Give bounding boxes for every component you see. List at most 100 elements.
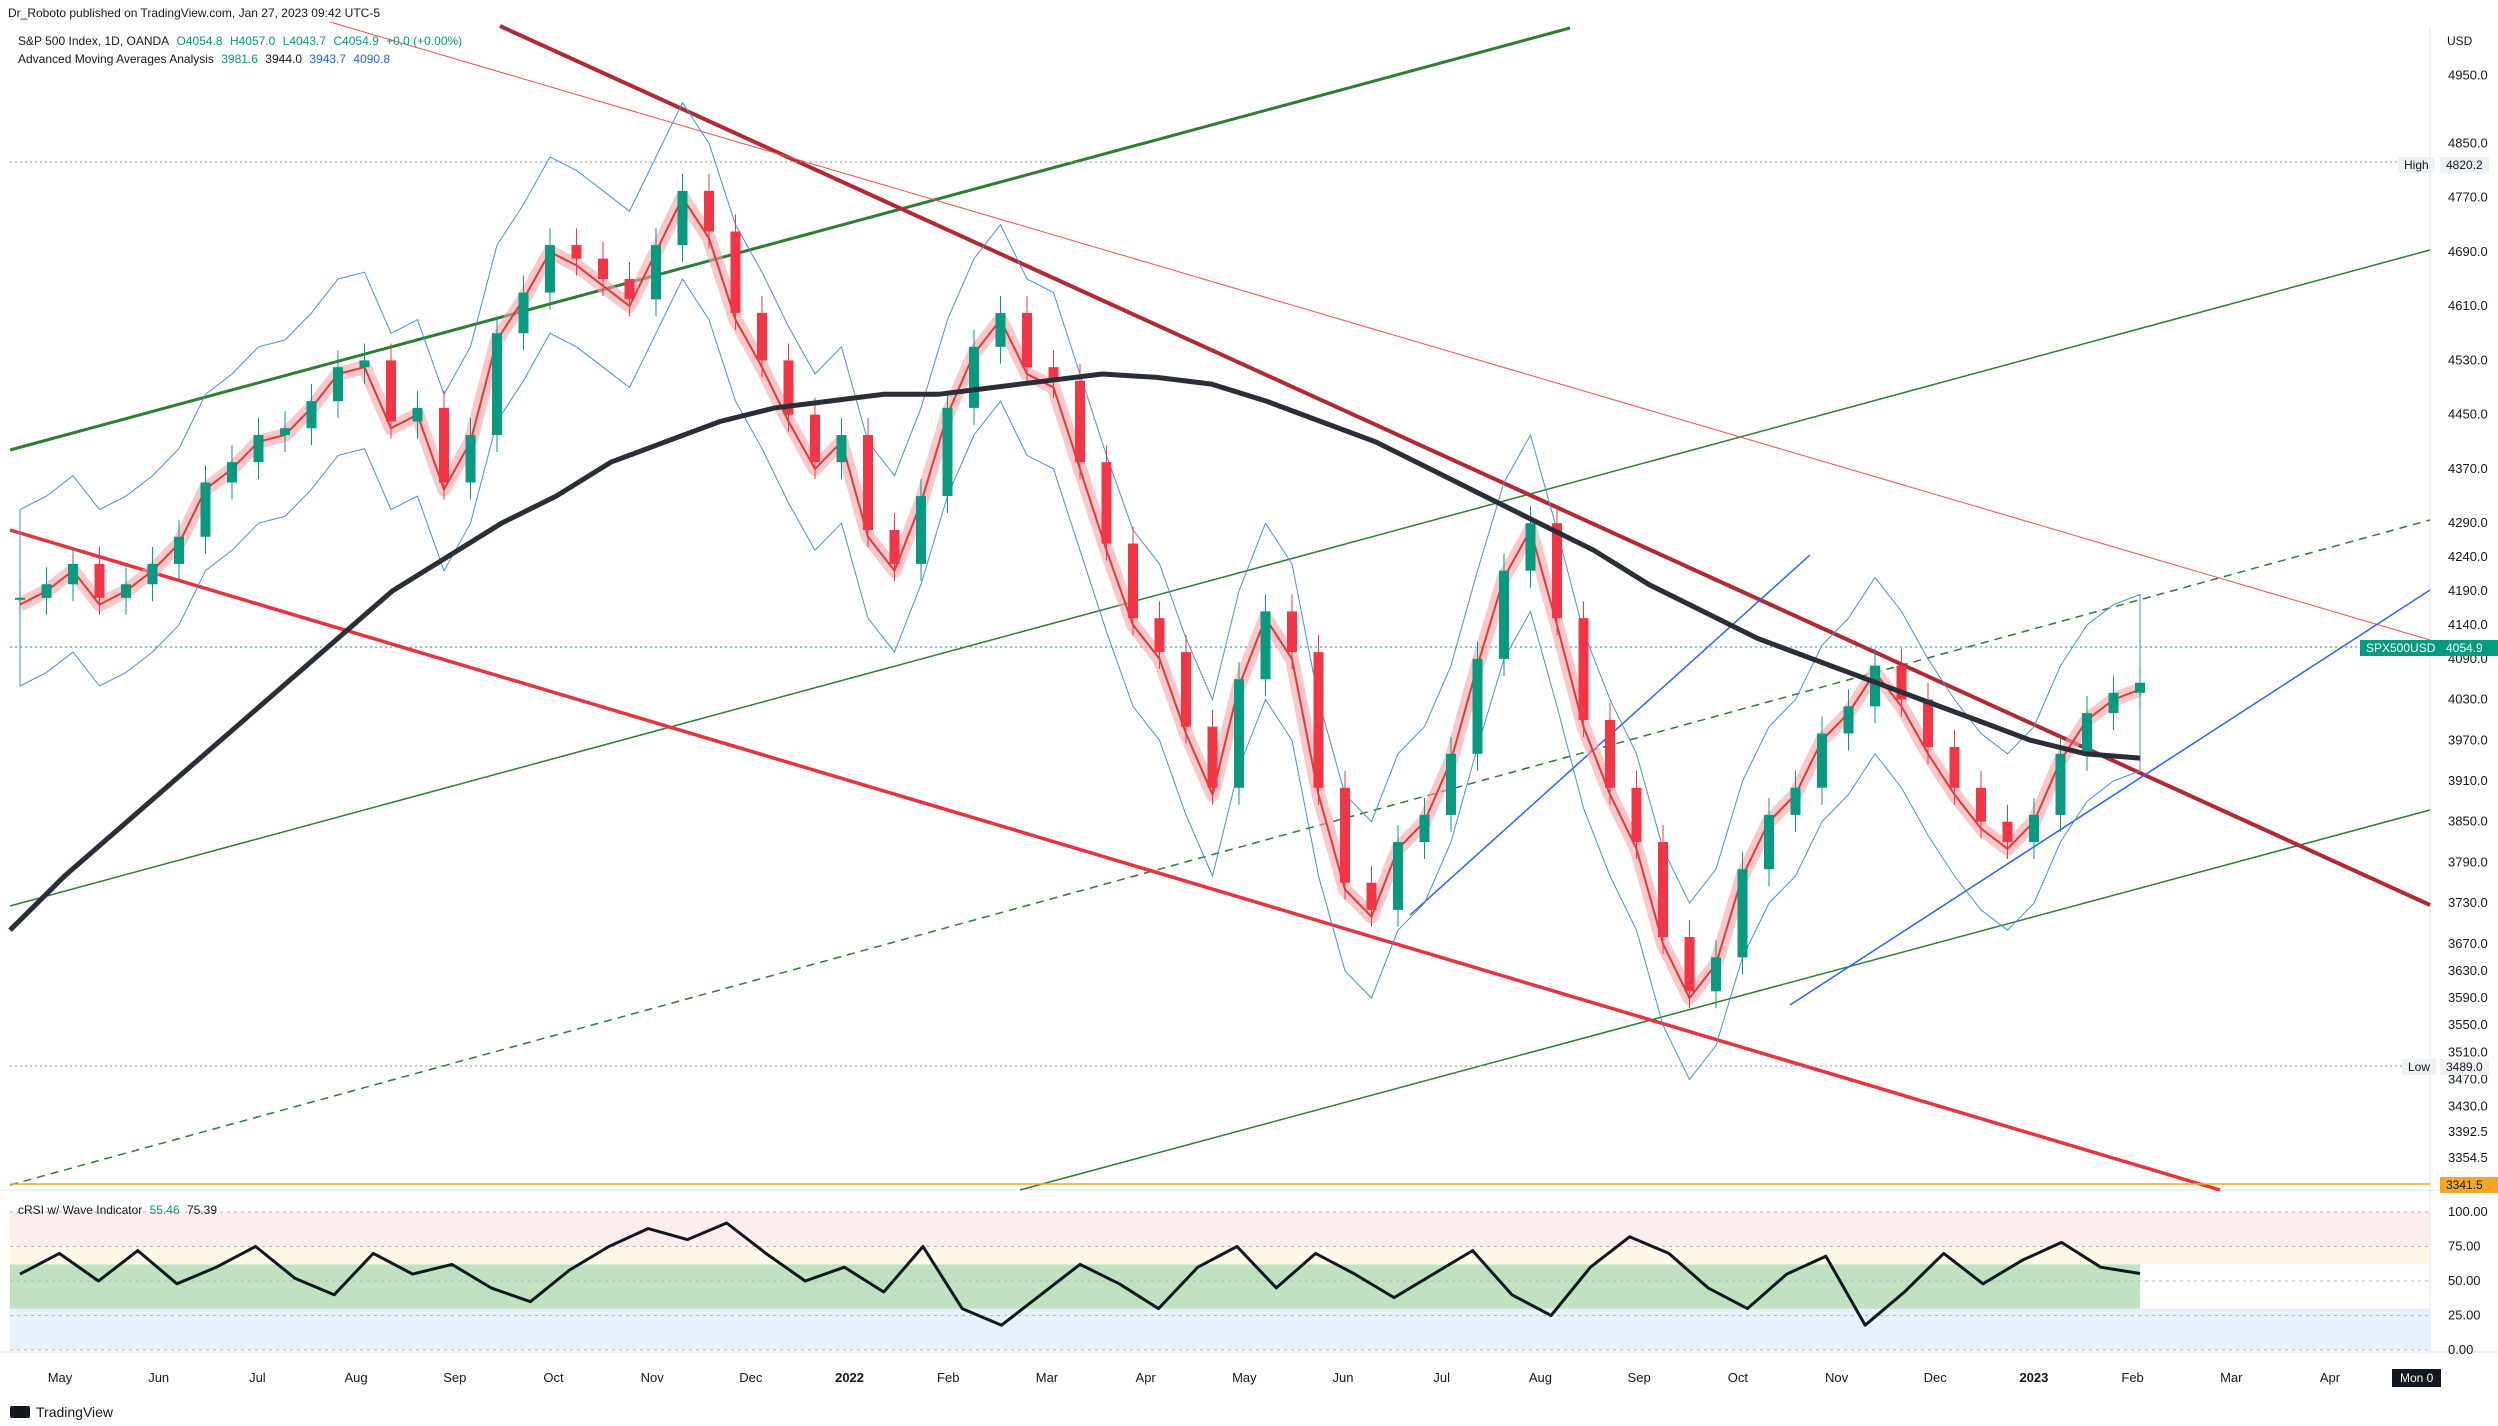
candle <box>518 275 529 351</box>
candle-body <box>1658 842 1668 938</box>
candle <box>2029 797 2039 859</box>
candle <box>121 567 131 615</box>
candle-body <box>412 407 423 422</box>
rsi-indicator-line[interactable]: cRSI w/ Wave Indicator 55.46 75.39 <box>18 1203 221 1217</box>
candle-body <box>1843 706 1854 734</box>
candle <box>942 390 953 514</box>
candle-body <box>942 407 953 497</box>
candle-body <box>2029 814 2039 843</box>
candle <box>1790 770 1801 832</box>
candle-body <box>2002 821 2013 843</box>
y-tick-label: 3354.5 <box>2448 1150 2488 1165</box>
y-tick-label: 3550.0 <box>2448 1017 2488 1032</box>
candle <box>1711 940 1721 1009</box>
candle-body <box>1631 787 1642 843</box>
candle-body <box>783 360 794 415</box>
y-tick-label: 4290.0 <box>2448 515 2488 530</box>
x-tick-label: Oct <box>1728 1370 1749 1385</box>
candle <box>1605 702 1615 805</box>
candle <box>995 295 1006 364</box>
candle <box>1684 920 1695 1009</box>
candle-body <box>1393 842 1403 910</box>
candle-body <box>1419 814 1430 843</box>
x-tick-label: Sep <box>443 1370 466 1385</box>
tradingview-footer[interactable]: TradingView <box>10 1404 113 1420</box>
candle <box>783 343 794 432</box>
rsi-indicator-name[interactable]: cRSI w/ Wave Indicator <box>18 1203 143 1217</box>
candle-body <box>1790 787 1801 815</box>
candle <box>200 465 211 554</box>
candle-body <box>439 407 449 483</box>
candle <box>1578 601 1589 737</box>
y-tick-label: 3790.0 <box>2448 854 2488 869</box>
candle-body <box>1287 611 1297 653</box>
upper-thin-red-line <box>329 21 2431 641</box>
y-tick-label: 4240.0 <box>2448 549 2488 564</box>
upper-green-trendline <box>9 26 1571 452</box>
candle-body <box>1578 618 1589 720</box>
candle-body <box>810 414 820 463</box>
candle <box>1128 526 1138 636</box>
y-tick-label: 3430.0 <box>2448 1099 2488 1114</box>
candle <box>810 397 820 480</box>
ohlc-low: L4043.7 <box>282 34 327 48</box>
y-tick-label: 3910.0 <box>2448 773 2488 788</box>
x-tick-label: Nov <box>641 1370 665 1385</box>
candle <box>1260 594 1271 697</box>
support-price-tag: 3341.5 <box>2440 1177 2498 1193</box>
ma-value-3: 3943.7 <box>309 52 347 66</box>
y-tick-label: 4610.0 <box>2448 298 2488 313</box>
x-tick-label: May <box>48 1370 73 1385</box>
candle-body <box>1181 652 1191 727</box>
candle-body <box>465 435 476 483</box>
candle-body <box>1764 814 1774 870</box>
candle-body <box>1366 882 1377 910</box>
candle <box>1843 689 1854 751</box>
ohlc-close: C4054.9 <box>333 34 379 48</box>
candle <box>253 418 264 480</box>
candle-body <box>1605 719 1615 788</box>
x-tick-label: Dec <box>739 1370 763 1385</box>
candle <box>1631 770 1642 859</box>
y-tick-label: 4690.0 <box>2448 244 2488 259</box>
candle-body <box>1022 312 1032 368</box>
candle <box>889 513 900 581</box>
candle <box>1075 363 1085 480</box>
candle <box>677 173 688 263</box>
x-tick-label: Dec <box>1924 1370 1948 1385</box>
ma-indicator-name[interactable]: Advanced Moving Averages Analysis <box>18 52 214 66</box>
rsi-oversold-zone <box>10 1308 2430 1350</box>
symbol-line[interactable]: S&P 500 Index, 1D, OANDA O4054.8 H4057.0… <box>18 34 466 48</box>
candle-body <box>1260 611 1271 680</box>
crsi-line <box>19 1221 2141 1327</box>
y-tick-label: 4190.0 <box>2448 583 2488 598</box>
candle <box>1287 594 1297 670</box>
candle-body <box>1949 747 1960 788</box>
candle <box>227 445 237 500</box>
low-value: 3489.0 <box>2440 1059 2489 1075</box>
y-tick-label: 3630.0 <box>2448 963 2488 978</box>
x-tick-label: Jul <box>249 1370 266 1385</box>
x-tick-label: Apr <box>2320 1370 2341 1385</box>
candle <box>916 479 926 581</box>
symbol-name[interactable]: S&P 500 Index, 1D, OANDA <box>18 34 170 48</box>
ma-indicator-line[interactable]: Advanced Moving Averages Analysis 3981.6… <box>18 52 394 66</box>
candle <box>359 343 370 385</box>
x-tick-label: Jun <box>148 1370 169 1385</box>
candle <box>1896 648 1907 717</box>
x-tick-label: Feb <box>2121 1370 2143 1385</box>
candle <box>571 228 582 276</box>
candle <box>2108 675 2119 731</box>
x-tick-label: 2022 <box>835 1370 864 1385</box>
rsi-tick-label: 100.00 <box>2448 1204 2488 1219</box>
candle <box>1764 797 1774 887</box>
candle-body <box>1976 787 1986 822</box>
candle-body <box>1234 679 1244 788</box>
tradingview-logo-icon <box>10 1406 30 1418</box>
candle <box>1870 648 1880 724</box>
candle-body <box>1340 787 1350 883</box>
x-tick-label: Nov <box>1825 1370 1849 1385</box>
ma-value-1: 3981.6 <box>221 52 258 66</box>
candle <box>15 580 25 615</box>
